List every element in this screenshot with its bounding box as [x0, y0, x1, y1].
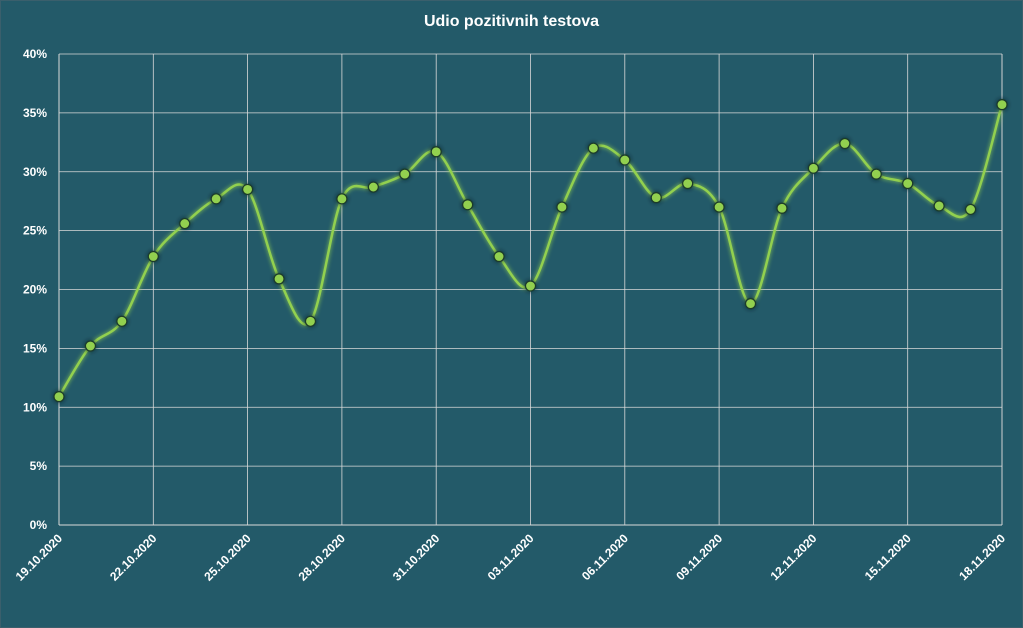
data-point[interactable] [336, 193, 348, 205]
data-point[interactable] [179, 217, 191, 230]
x-tick-label: 22.10.2020 [107, 531, 160, 584]
data-point[interactable] [273, 273, 285, 285]
data-point[interactable] [744, 298, 757, 310]
x-tick-label: 25.10.2020 [201, 531, 254, 584]
x-tick-label: 31.10.2020 [390, 531, 443, 584]
data-point[interactable] [996, 99, 1008, 111]
data-point[interactable] [713, 201, 725, 213]
data-point[interactable] [902, 177, 914, 190]
y-tick-label: 10% [23, 400, 47, 414]
x-tick-label: 15.11.2020 [862, 531, 914, 583]
data-point[interactable] [399, 168, 411, 180]
x-tick-label: 09.11.2020 [673, 531, 725, 583]
y-tick-label: 5% [30, 459, 48, 473]
data-point[interactable] [53, 391, 65, 403]
data-point[interactable] [210, 193, 222, 205]
data-point[interactable] [776, 202, 788, 214]
data-point[interactable] [619, 154, 631, 166]
data-point[interactable] [839, 137, 851, 150]
data-point[interactable] [587, 142, 599, 154]
data-point[interactable] [870, 168, 882, 180]
data-point[interactable] [367, 181, 379, 193]
x-tick-label: 28.10.2020 [296, 531, 349, 584]
data-point[interactable] [964, 203, 977, 216]
data-point[interactable] [807, 162, 820, 174]
data-point[interactable] [556, 201, 568, 213]
data-point[interactable] [493, 250, 505, 263]
data-point[interactable] [242, 183, 254, 196]
y-tick-label: 25% [23, 224, 47, 238]
data-point[interactable] [116, 315, 128, 327]
y-tick-label: 15% [23, 341, 47, 355]
y-tick-label: 20% [23, 283, 47, 297]
data-point[interactable] [682, 177, 694, 190]
y-tick-label: 30% [23, 165, 47, 179]
y-tick-label: 35% [23, 106, 47, 120]
x-tick-label: 19.10.2020 [13, 531, 66, 584]
x-tick-label: 03.11.2020 [485, 531, 537, 583]
data-point[interactable] [84, 340, 97, 352]
x-tick-label: 12.11.2020 [768, 531, 820, 583]
x-tick-label: 06.11.2020 [579, 531, 631, 583]
chart-title: Udio pozitivnih testova [423, 13, 600, 30]
data-point[interactable] [462, 199, 474, 211]
data-point[interactable] [650, 192, 662, 204]
data-point[interactable] [304, 315, 317, 327]
y-tick-label: 0% [30, 518, 48, 532]
x-tick-label: 18.11.2020 [956, 531, 1008, 583]
data-point[interactable] [147, 250, 159, 263]
data-point[interactable] [524, 280, 537, 292]
data-point[interactable] [933, 200, 945, 212]
y-tick-label: 40% [23, 47, 47, 61]
data-point[interactable] [430, 146, 442, 158]
